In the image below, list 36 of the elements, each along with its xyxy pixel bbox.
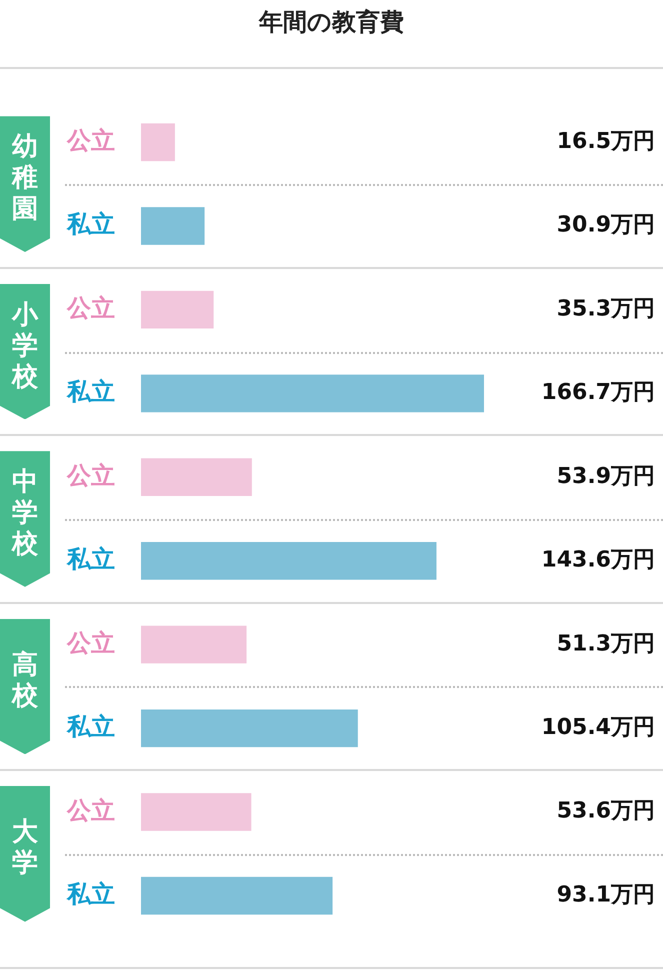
y-tick-label: 私立: [66, 545, 115, 574]
data-label: 30.9万円: [556, 212, 655, 238]
y-tick-label: 私立: [66, 378, 115, 406]
data-label: 53.6万円: [556, 798, 655, 824]
chart-title: 年間の教育費: [258, 7, 405, 38]
y-tick-label: 公立: [66, 628, 115, 657]
data-label: 166.7万円: [541, 380, 655, 406]
bar: [141, 542, 436, 580]
bar: [141, 626, 247, 664]
text: 幼稚園: [12, 132, 38, 226]
text: 中学校: [12, 467, 38, 560]
text: 大学: [12, 817, 38, 880]
data-label: 105.4万円: [541, 715, 655, 740]
y-tick-label: 公立: [66, 126, 115, 154]
y-tick-label: 私立: [66, 712, 115, 741]
text: 高校: [12, 650, 38, 712]
bar: [141, 123, 175, 162]
y-tick-label: 公立: [66, 294, 115, 322]
data-label: 93.1万円: [556, 882, 655, 908]
y-tick-label: 私立: [66, 880, 115, 908]
data-label: 143.6万円: [541, 548, 655, 573]
bar: [141, 793, 252, 831]
bar: [141, 290, 214, 329]
y-tick-label: 公立: [66, 461, 115, 490]
data-label: 51.3万円: [556, 631, 655, 656]
data-label: 16.5万円: [556, 128, 655, 154]
y-tick-label: 私立: [66, 210, 115, 238]
y-tick-label: 公立: [66, 796, 115, 824]
bar: [141, 876, 333, 915]
data-label: 35.3万円: [556, 296, 655, 322]
data-label: 53.9万円: [556, 464, 655, 489]
bar: [141, 458, 252, 496]
bar: [141, 207, 205, 245]
bar: [141, 374, 484, 412]
bar: [141, 709, 358, 748]
text: 小学校: [12, 300, 38, 393]
